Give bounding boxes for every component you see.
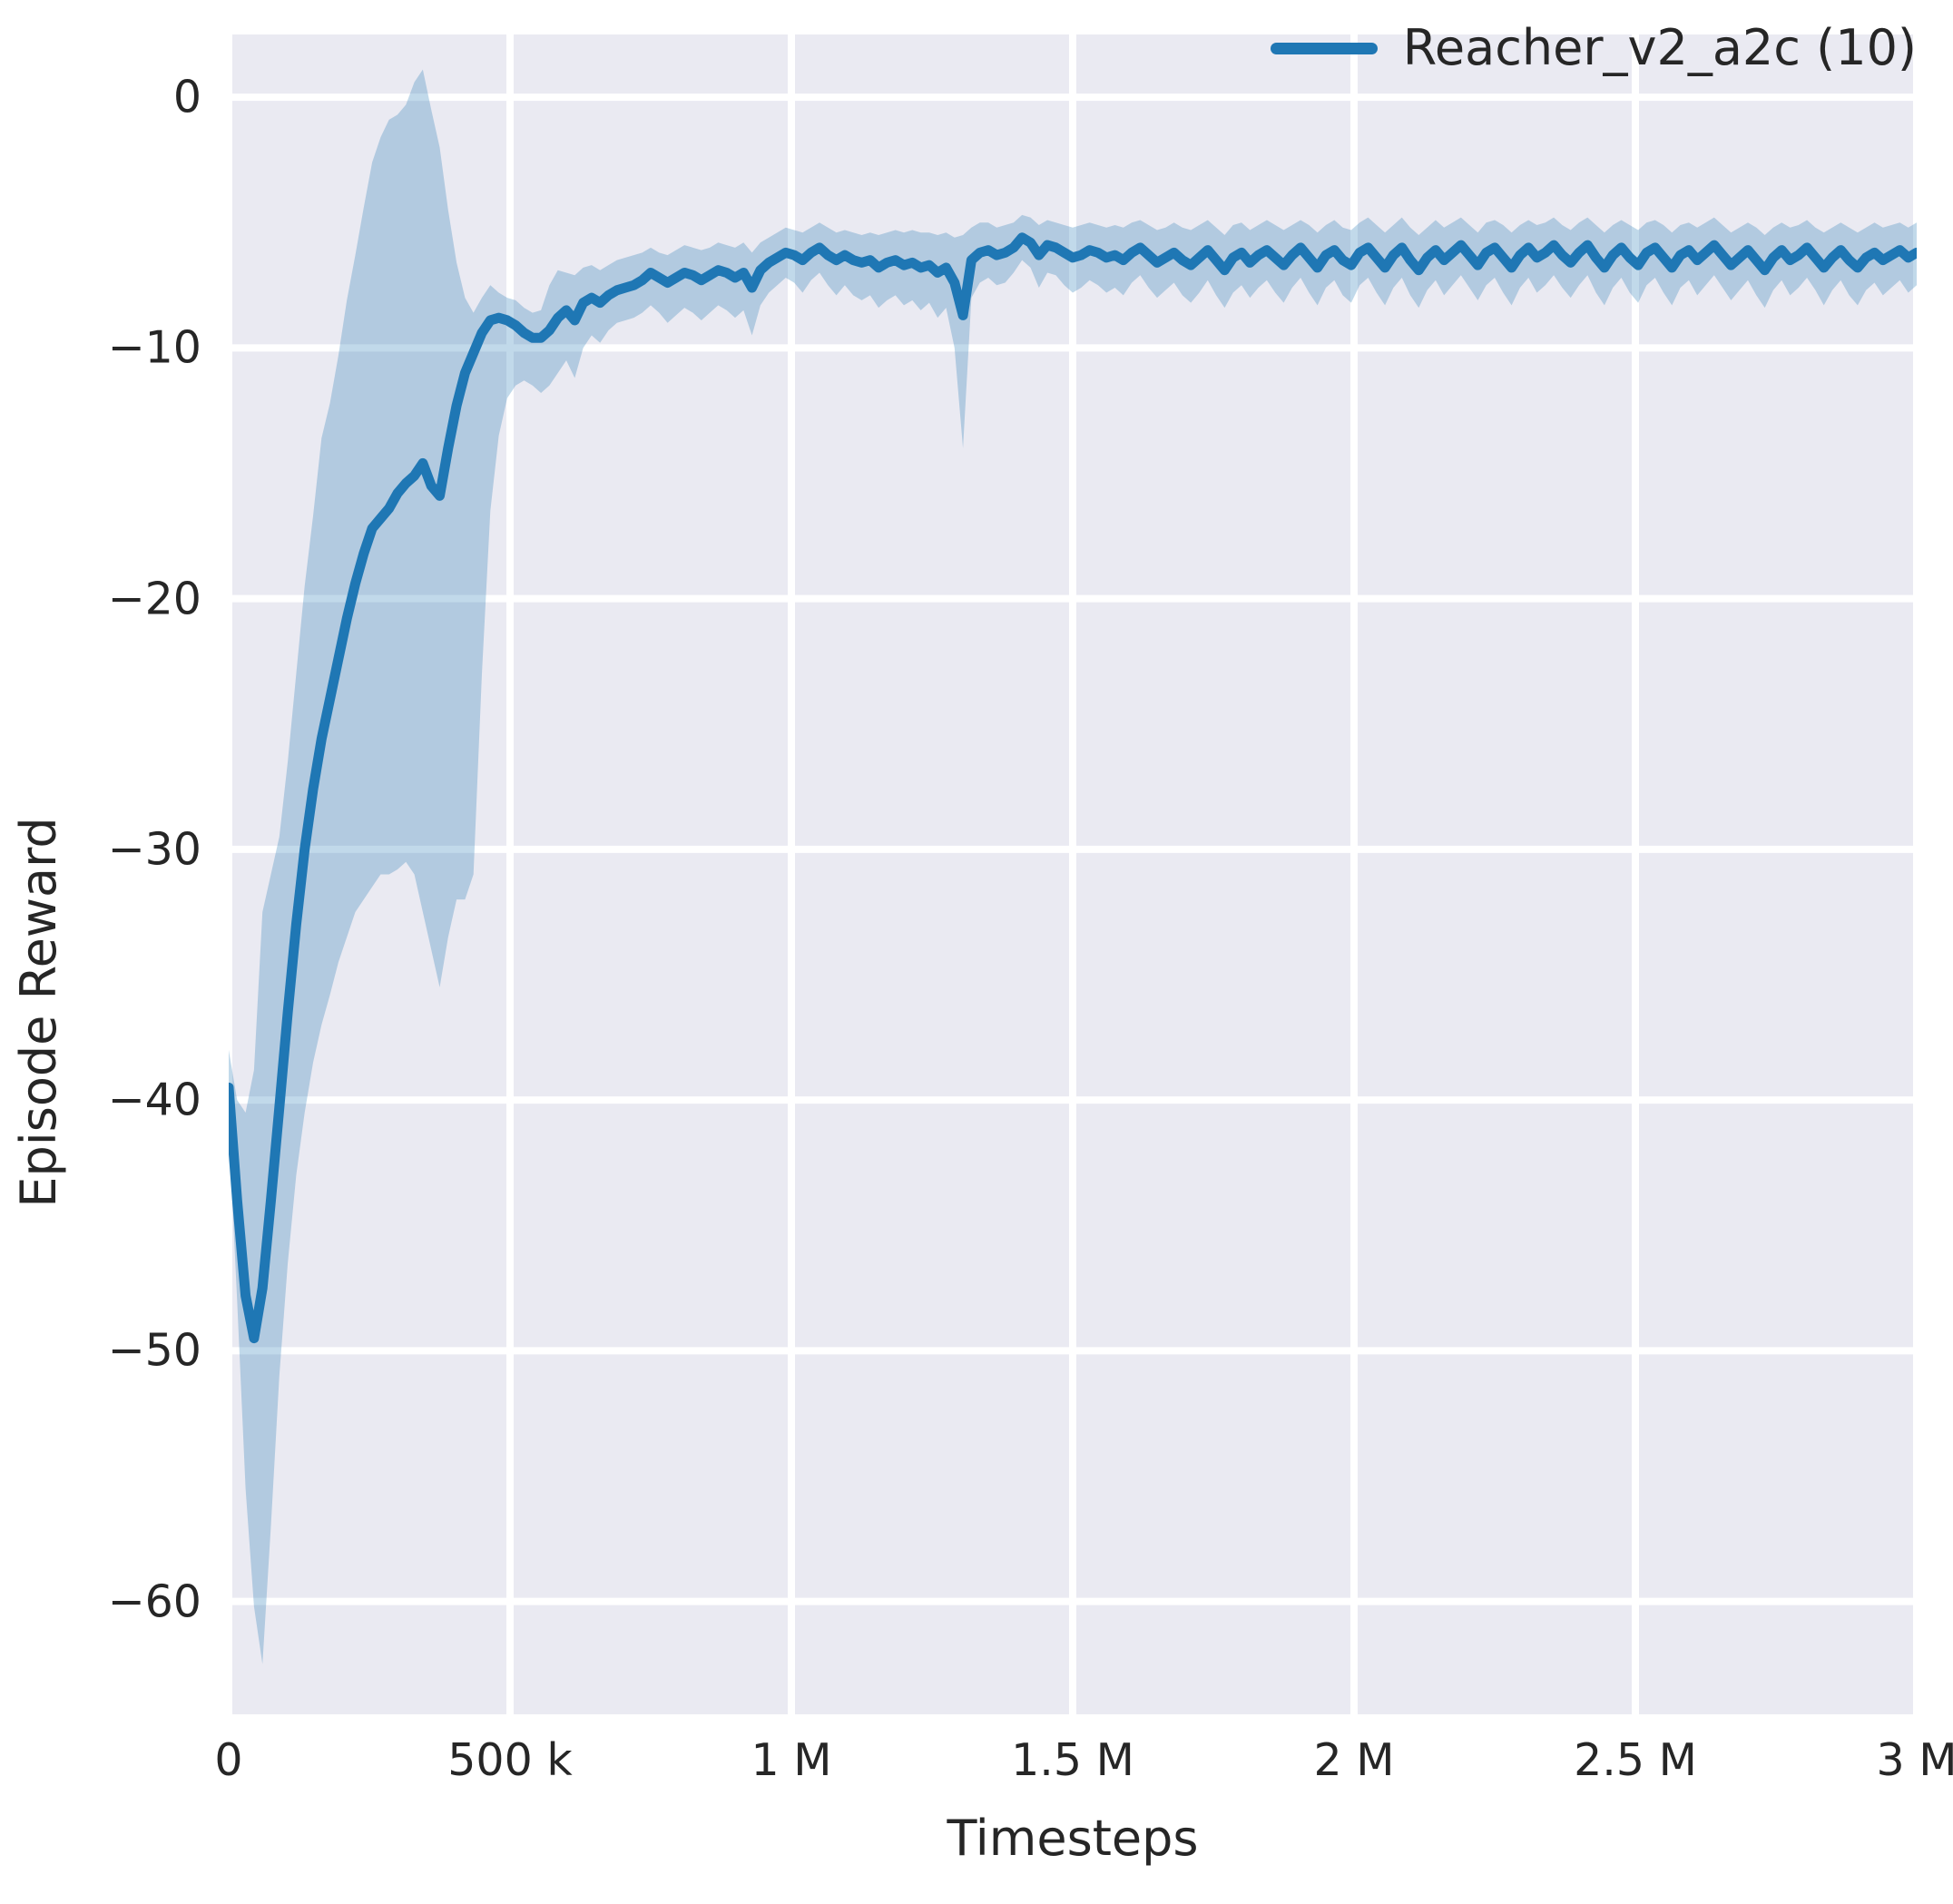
y-axis-tick-labels: 0 −10 −20 −30 −40 −50 −60 (0, 0, 201, 1904)
x-axis-label: Timesteps (947, 1810, 1199, 1867)
plot-canvas (229, 34, 1917, 1714)
y-axis-tick-label: −40 (107, 1074, 201, 1126)
legend: Reacher_v2_a2c (10) (1261, 18, 1926, 78)
confidence-band (229, 69, 1917, 1664)
x-axis-tick-label: 0 (214, 1734, 243, 1786)
x-axis-tick-label: 1.5 M (1011, 1734, 1134, 1786)
x-axis-tick-label: 500 k (447, 1734, 573, 1786)
y-axis-tick-label: −50 (107, 1324, 201, 1377)
x-axis-tick-label: 3 M (1876, 1734, 1953, 1786)
x-axis-tick-label: 2 M (1313, 1734, 1395, 1786)
plot-area (229, 34, 1917, 1714)
legend-item-label: Reacher_v2_a2c (10) (1402, 19, 1917, 76)
x-axis-tick-label: 2.5 M (1574, 1734, 1697, 1786)
gridlines (229, 34, 1917, 1714)
y-axis-tick-label: −10 (107, 321, 201, 374)
y-axis-tick-label: −60 (107, 1575, 201, 1628)
y-axis-tick-label: −20 (107, 573, 201, 625)
legend-line-swatch (1270, 42, 1378, 54)
y-axis-tick-label: −30 (107, 823, 201, 876)
y-axis-tick-label: 0 (172, 71, 201, 123)
x-axis-tick-label: 1 M (751, 1734, 832, 1786)
series-line (229, 232, 1917, 1344)
